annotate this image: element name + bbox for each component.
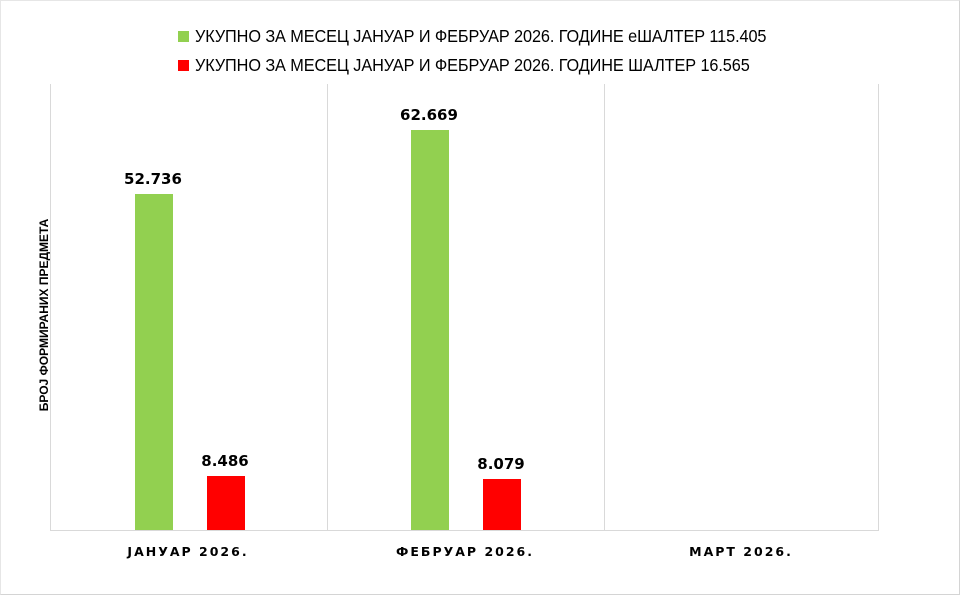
- category-label-feb: ФЕБРУАР 2026.: [396, 544, 534, 559]
- data-label-feb-eshalter: 62.669: [400, 106, 458, 124]
- plot-area: [50, 84, 879, 531]
- data-label-jan-eshalter: 52.736: [124, 170, 182, 188]
- data-label-jan-shalter: 8.486: [201, 452, 249, 470]
- legend-label: УКУПНО ЗА МЕСЕЦ ЈАНУАР И ФЕБРУАР 2026. Г…: [195, 26, 767, 46]
- category-divider: [327, 84, 328, 530]
- bar-jan-shalter: [207, 476, 245, 530]
- bar-feb-eshalter: [411, 130, 449, 530]
- red-square-icon: [178, 60, 189, 71]
- category-label-mar: МАРТ 2026.: [689, 544, 793, 559]
- legend-item-eshalter: УКУПНО ЗА МЕСЕЦ ЈАНУАР И ФЕБРУАР 2026. Г…: [178, 22, 809, 51]
- green-square-icon: [178, 31, 189, 42]
- legend-item-shalter: УКУПНО ЗА МЕСЕЦ ЈАНУАР И ФЕБРУАР 2026. Г…: [178, 51, 809, 80]
- category-divider: [604, 84, 605, 530]
- legend: УКУПНО ЗА МЕСЕЦ ЈАНУАР И ФЕБРУАР 2026. Г…: [178, 22, 809, 80]
- bar-feb-shalter: [483, 479, 521, 530]
- category-label-jan: ЈАНУАР 2026.: [127, 544, 249, 559]
- legend-label: УКУПНО ЗА МЕСЕЦ ЈАНУАР И ФЕБРУАР 2026. Г…: [195, 55, 750, 75]
- data-label-feb-shalter: 8.079: [477, 455, 525, 473]
- y-axis-label: БРОЈ ФОРМИРАНИХ ПРЕДМЕТА: [37, 218, 51, 412]
- bar-jan-eshalter: [135, 194, 173, 530]
